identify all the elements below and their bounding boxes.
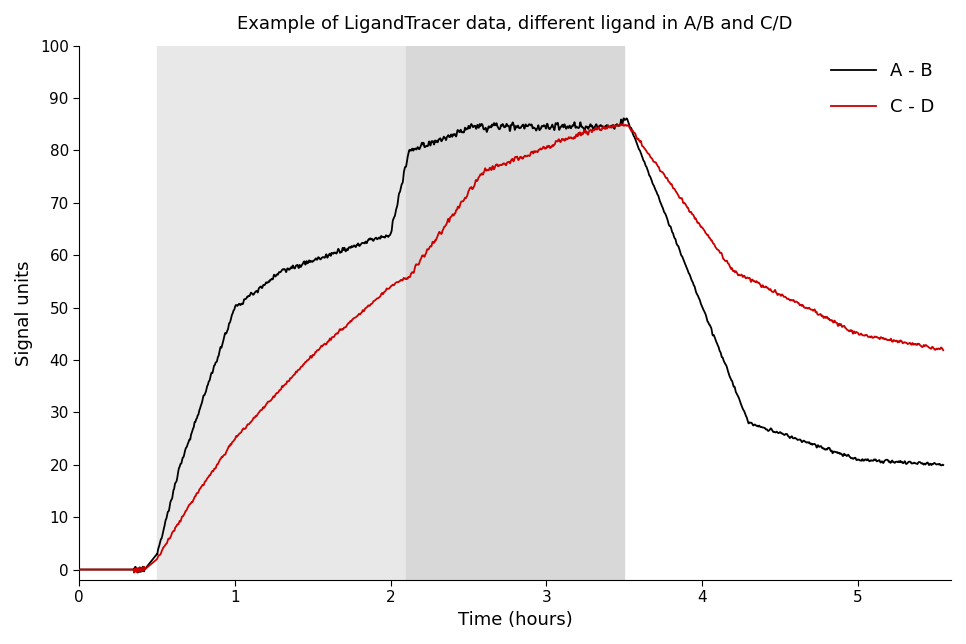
A - B (618, 115, 630, 122)
X-axis label: Time (hours): Time (hours) (458, 611, 573, 629)
Legend: A - B, C - D: A - B, C - D (824, 55, 942, 123)
C - D (172, 520, 184, 528)
A - B (937, 461, 949, 469)
A - B (172, 469, 184, 477)
A - B (73, 565, 85, 573)
C - D (223, 442, 235, 450)
Line: A - B: A - B (79, 118, 943, 573)
A - B (132, 569, 144, 576)
A - B (405, 147, 416, 155)
C - D (615, 120, 627, 128)
A - B (828, 448, 839, 455)
C - D (442, 215, 454, 223)
Bar (157, 46, 406, 580)
Bar (406, 46, 624, 580)
A - B (442, 131, 454, 139)
Y-axis label: Signal units: Signal units (15, 260, 33, 366)
Title: Example of LigandTracer data, different ligand in A/B and C/D: Example of LigandTracer data, different … (238, 15, 793, 33)
C - D (405, 270, 416, 278)
A - B (921, 459, 932, 467)
C - D (921, 342, 932, 350)
C - D (828, 318, 839, 326)
C - D (128, 569, 140, 576)
C - D (937, 346, 949, 354)
C - D (73, 565, 85, 573)
A - B (223, 319, 235, 327)
Line: C - D: C - D (79, 124, 943, 573)
